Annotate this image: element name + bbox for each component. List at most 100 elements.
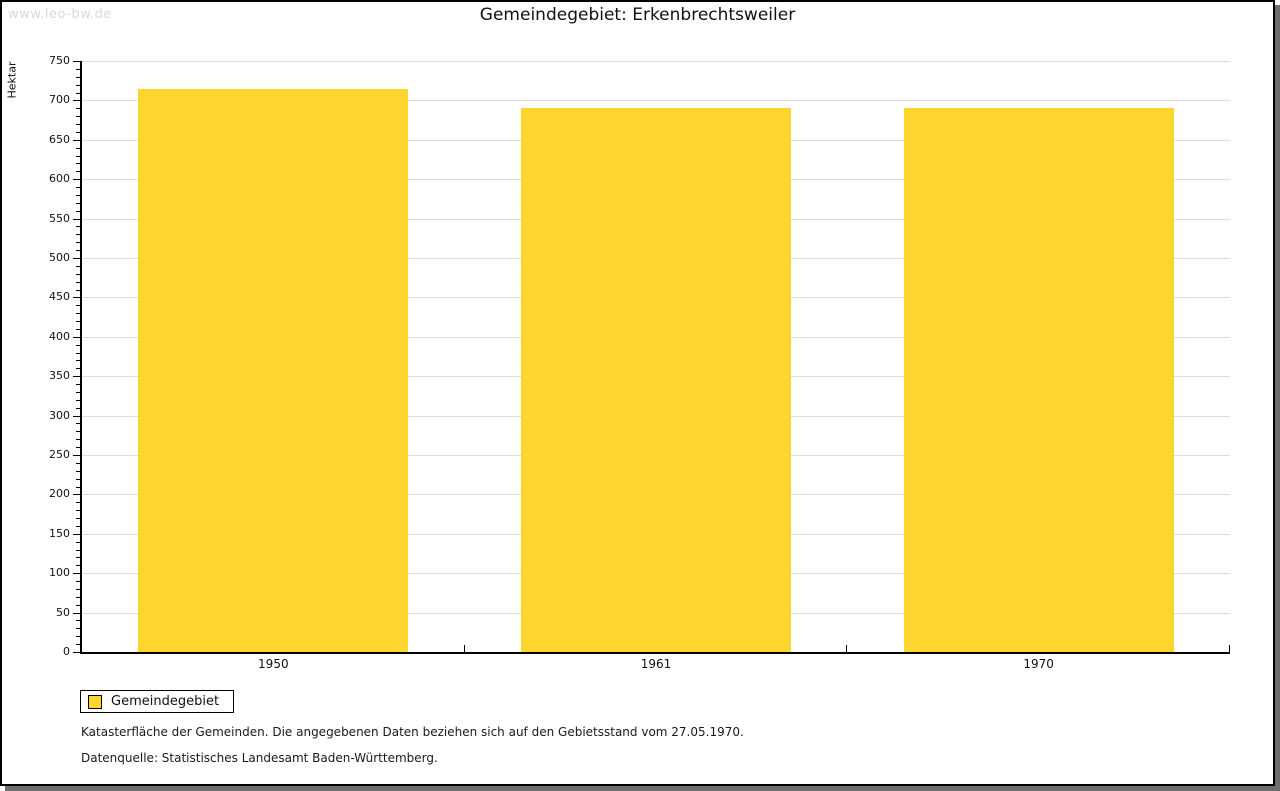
y-minor-tick-180 [76, 510, 80, 512]
y-tick-label-550: 550 [49, 211, 70, 225]
y-minor-tick-10 [76, 644, 80, 646]
y-minor-tick-290 [76, 423, 80, 425]
y-tick-label-100: 100 [49, 566, 70, 580]
gridline-750 [82, 61, 1230, 62]
y-minor-tick-110 [76, 565, 80, 567]
y-tick-label-350: 350 [49, 369, 70, 383]
y-minor-tick-520 [76, 242, 80, 244]
y-minor-tick-160 [76, 525, 80, 527]
y-tick-label-50: 50 [56, 605, 70, 619]
y-tick-label-500: 500 [49, 251, 70, 264]
y-minor-tick-380 [76, 352, 80, 354]
y-minor-tick-70 [76, 596, 80, 598]
y-minor-tick-340 [76, 384, 80, 386]
y-minor-tick-720 [76, 84, 80, 86]
y-minor-tick-220 [76, 478, 80, 480]
y-major-tick-700 [73, 100, 80, 102]
plot-area [80, 61, 1230, 654]
y-tick-label-250: 250 [49, 448, 70, 461]
y-minor-tick-310 [76, 407, 80, 409]
y-minor-tick-260 [76, 447, 80, 449]
y-minor-tick-630 [76, 155, 80, 157]
y-minor-tick-670 [76, 124, 80, 126]
y-major-tick-0 [73, 652, 80, 653]
y-major-tick-400 [73, 336, 80, 338]
y-major-tick-250 [73, 455, 80, 456]
y-minor-tick-140 [76, 541, 80, 543]
y-minor-tick-210 [76, 486, 80, 488]
gridline-700 [82, 100, 1230, 102]
y-minor-tick-130 [76, 549, 80, 551]
y-tick-label-200: 200 [49, 487, 70, 501]
x-tick-label-1970: 1970 [1023, 657, 1054, 671]
y-minor-tick-640 [76, 147, 80, 149]
y-minor-tick-690 [76, 108, 80, 110]
y-major-tick-550 [73, 218, 80, 220]
y-minor-tick-490 [76, 265, 80, 267]
y-minor-tick-710 [76, 92, 80, 94]
y-minor-tick-240 [76, 462, 80, 464]
y-minor-tick-560 [76, 210, 80, 212]
y-major-tick-750 [73, 61, 80, 62]
x-axis-tick-1 [463, 645, 465, 652]
footnote-source: Datenquelle: Statistisches Landesamt Bad… [81, 751, 438, 765]
y-major-tick-350 [73, 376, 80, 378]
y-minor-tick-280 [76, 431, 80, 433]
y-minor-tick-270 [76, 439, 80, 441]
footnote-description: Katasterfläche der Gemeinden. Die angege… [81, 725, 744, 739]
y-minor-tick-590 [76, 187, 80, 189]
y-tick-label-650: 650 [49, 132, 70, 146]
y-minor-tick-320 [76, 399, 80, 401]
y-minor-tick-390 [76, 344, 80, 346]
y-minor-tick-360 [76, 368, 80, 370]
y-major-tick-150 [73, 533, 80, 535]
y-tick-label-400: 400 [49, 329, 70, 343]
watermark: www.leo-bw.de [8, 7, 112, 22]
y-tick-label-0: 0 [63, 645, 70, 658]
y-minor-tick-530 [76, 234, 80, 236]
y-minor-tick-540 [76, 226, 80, 228]
y-minor-tick-440 [76, 305, 80, 307]
y-tick-label-150: 150 [49, 526, 70, 540]
y-major-tick-650 [73, 139, 80, 141]
y-minor-tick-90 [76, 581, 80, 583]
y-minor-tick-740 [76, 68, 80, 70]
x-axis-tick-2 [846, 645, 848, 652]
y-minor-tick-30 [76, 628, 80, 630]
y-minor-tick-120 [76, 557, 80, 559]
y-major-tick-500 [73, 258, 80, 259]
y-minor-tick-470 [76, 281, 80, 283]
y-tick-label-450: 450 [49, 290, 70, 304]
chart-title: Gemeindegebiet: Erkenbrechtsweiler [479, 5, 796, 25]
y-major-tick-600 [73, 179, 80, 181]
y-minor-tick-680 [76, 116, 80, 118]
x-axis-tick-3 [1229, 645, 1230, 652]
y-minor-tick-190 [76, 502, 80, 504]
y-minor-tick-420 [76, 321, 80, 323]
y-minor-tick-730 [76, 76, 80, 78]
y-minor-tick-80 [76, 588, 80, 590]
y-tick-label-750: 750 [49, 54, 70, 67]
y-major-tick-100 [73, 573, 80, 575]
y-axis-label: Hektar [5, 61, 19, 99]
y-minor-tick-40 [76, 620, 80, 622]
y-minor-tick-480 [76, 273, 80, 275]
y-major-tick-450 [73, 297, 80, 299]
bar-1950 [138, 88, 409, 652]
y-minor-tick-410 [76, 328, 80, 330]
y-minor-tick-230 [76, 470, 80, 472]
legend-label: Gemeindegebiet [111, 694, 220, 709]
y-minor-tick-460 [76, 289, 80, 291]
legend-swatch-gemeindegebiet [88, 694, 102, 709]
y-minor-tick-570 [76, 202, 80, 204]
x-tick-label-1961: 1961 [640, 657, 672, 671]
y-tick-label-600: 600 [49, 172, 70, 186]
y-minor-tick-170 [76, 518, 80, 520]
y-minor-tick-510 [76, 250, 80, 252]
y-major-tick-50 [73, 612, 80, 614]
y-minor-tick-430 [76, 313, 80, 315]
y-minor-tick-330 [76, 391, 80, 393]
bar-1970 [903, 107, 1174, 652]
y-major-tick-200 [73, 494, 80, 496]
